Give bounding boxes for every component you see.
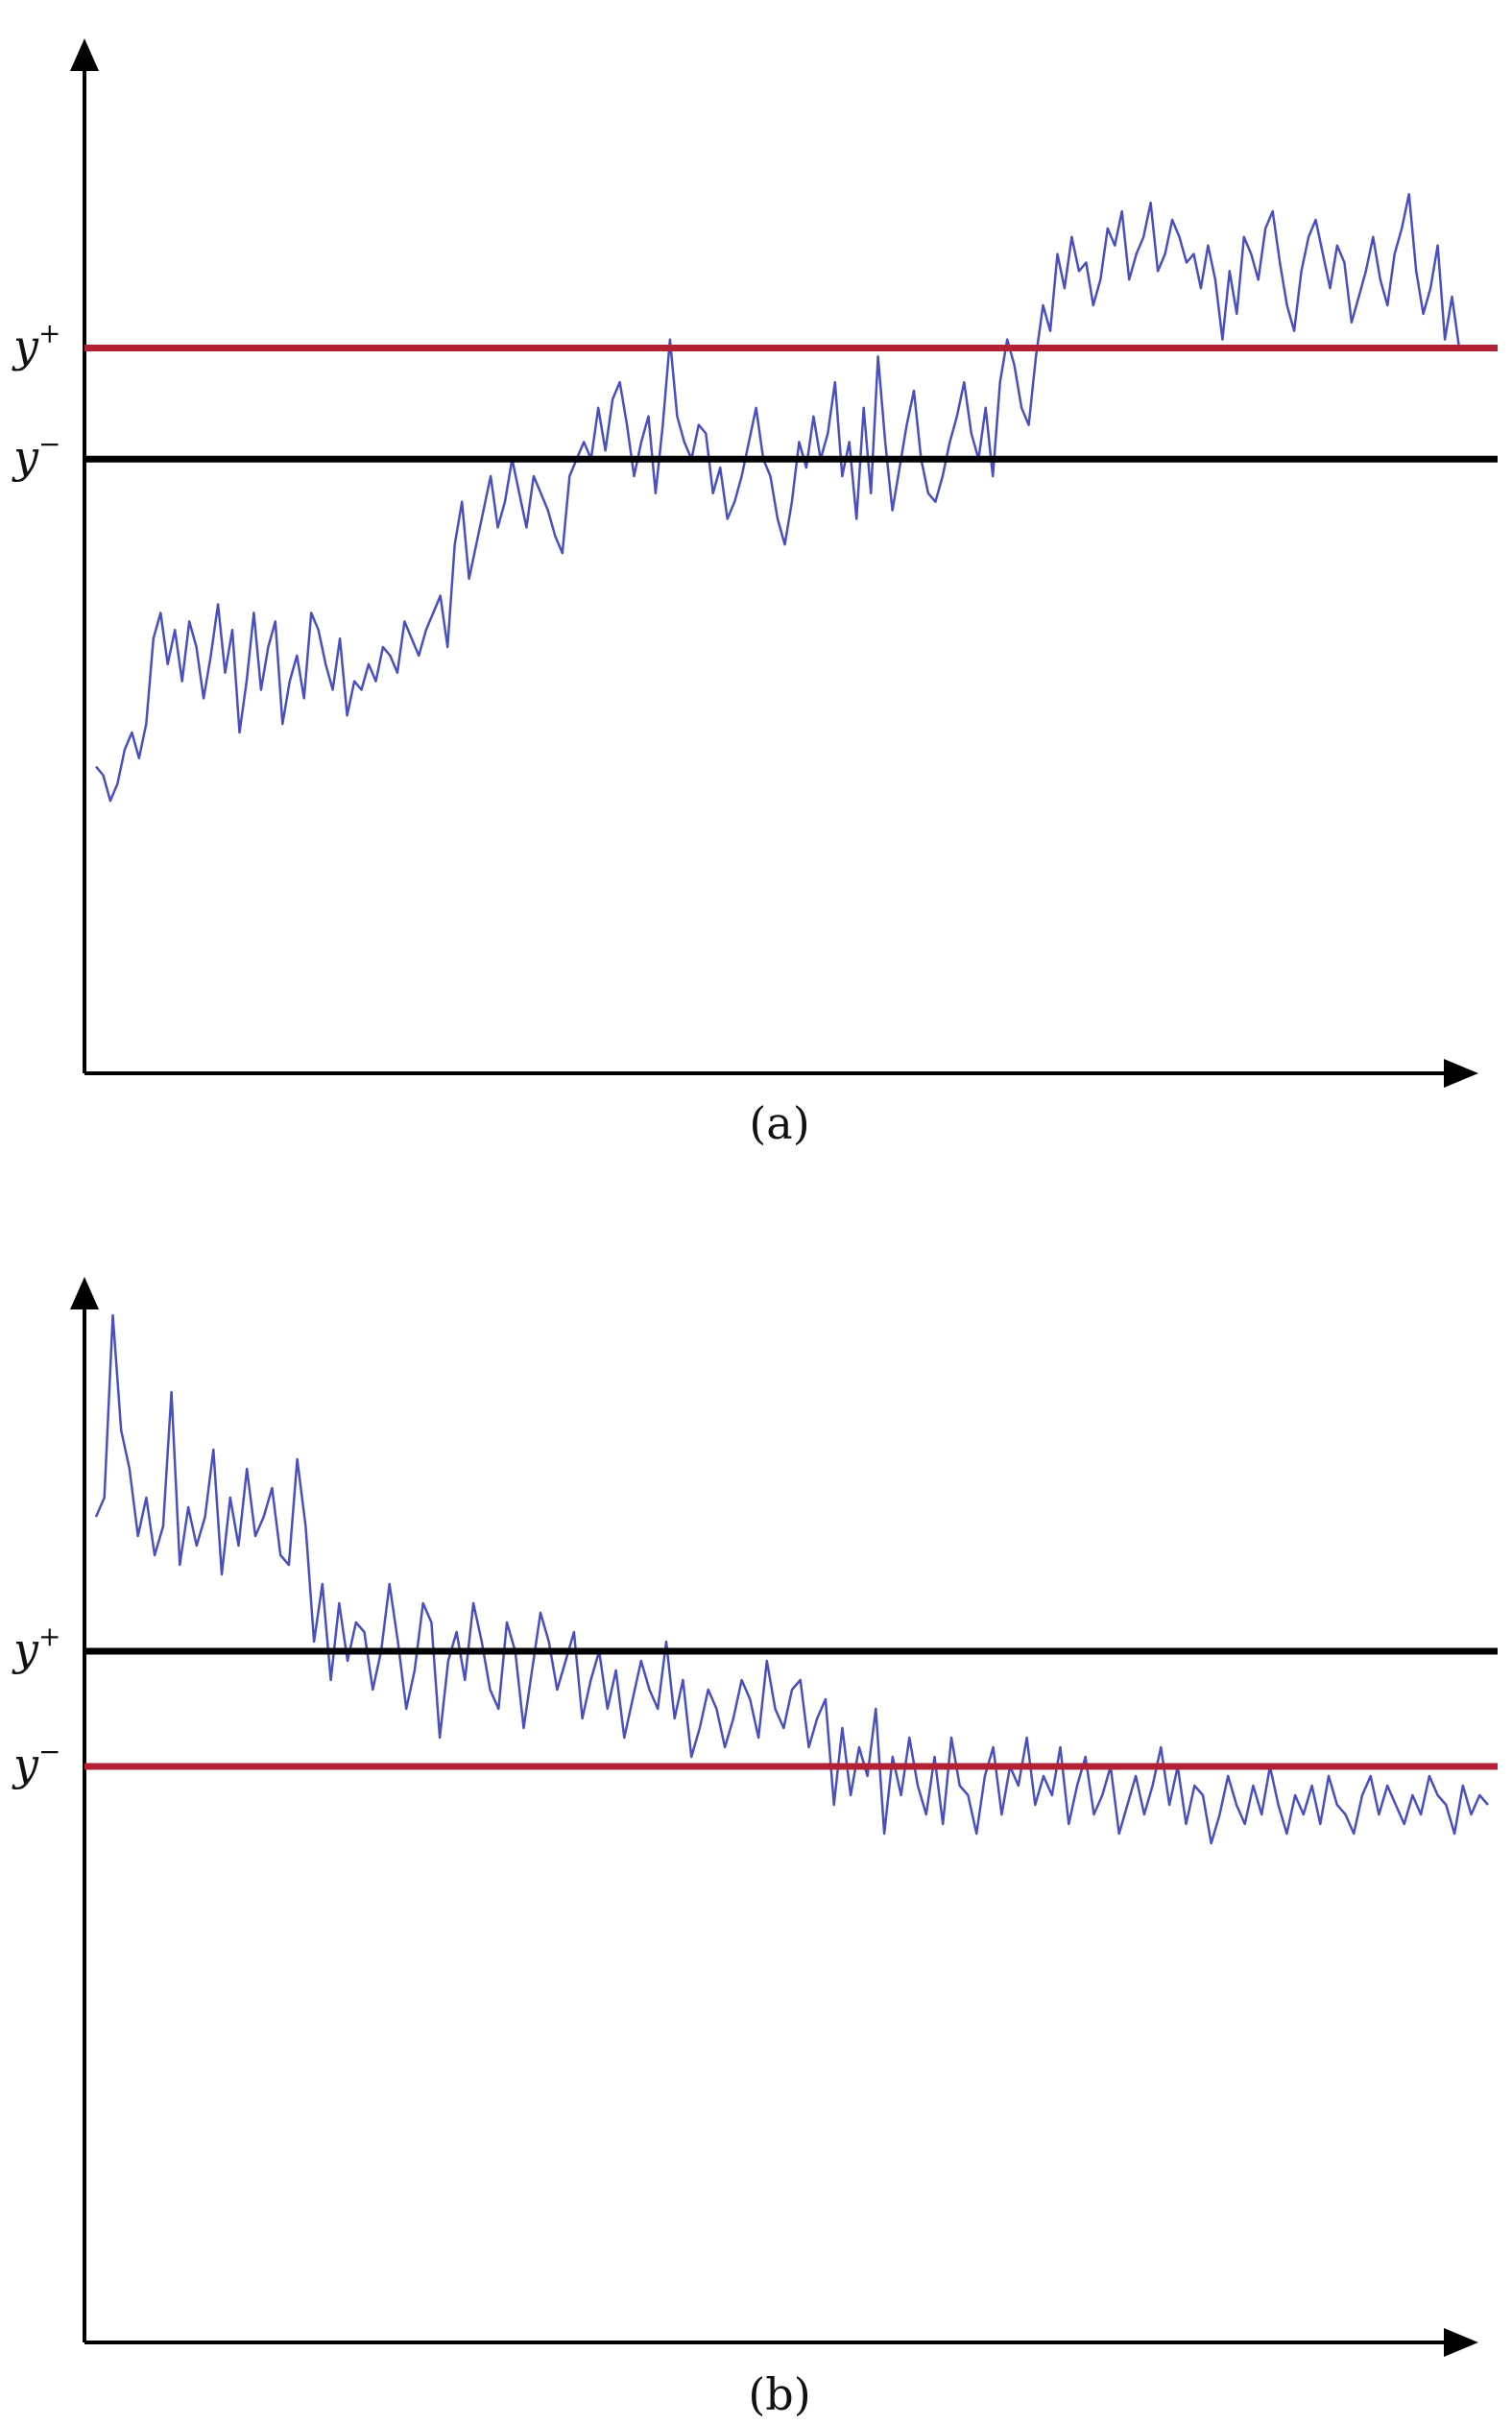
chart-panel-a: y+ y− (a) [0,0,1512,1181]
series-line-a-0 [95,193,1461,803]
threshold-label-a-0: y+ [12,318,60,372]
chart-panel-b: y+ y− (b) [0,1238,1512,2425]
threshold-label-b-0: y+ [12,1621,60,1675]
caption-b: (b) [748,2368,810,2420]
threshold-label-a-1: y− [12,428,60,483]
chart-a: y+ y− (a) [12,38,1498,1149]
y-axis-arrow-icon-b [70,1277,99,1309]
threshold-label-b-1: y− [12,1736,60,1790]
caption-a: (a) [749,1097,809,1149]
x-axis-arrow-icon-a [1444,1059,1478,1088]
x-axis-arrow-icon-b [1444,2328,1478,2357]
y-axis-arrow-icon-a [70,38,99,71]
chart-b: y+ y− (b) [12,1277,1498,2420]
